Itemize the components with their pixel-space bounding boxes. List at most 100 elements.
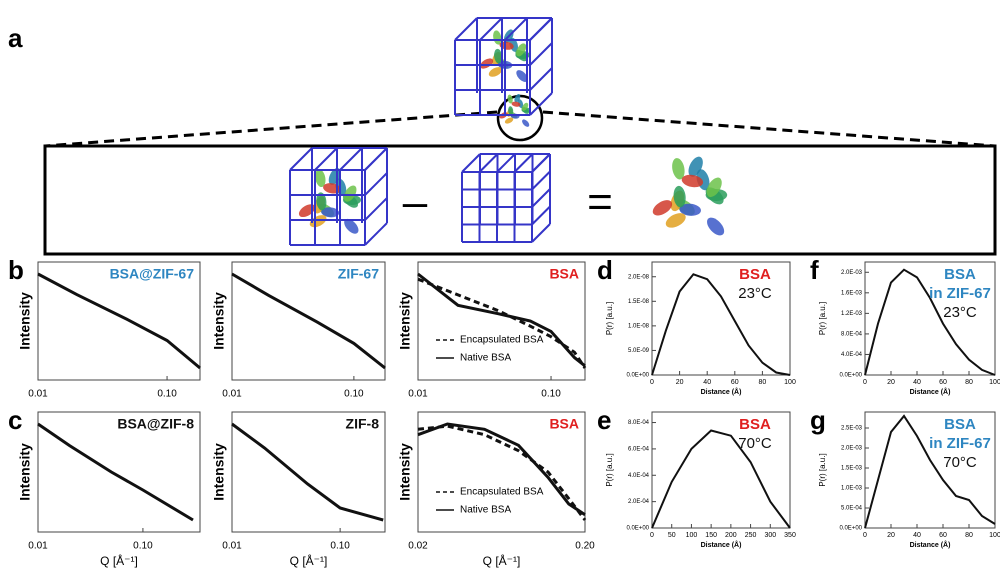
protein-blob bbox=[316, 192, 327, 211]
y-tick-label: 8.0E-04 bbox=[628, 420, 650, 426]
x-tick-label: 100 bbox=[989, 532, 1000, 539]
x-tick-label: 60 bbox=[939, 532, 947, 539]
plot-frame bbox=[651, 411, 791, 529]
panel-label: f bbox=[810, 255, 819, 285]
cube-line bbox=[531, 153, 551, 173]
x-tick-label: 80 bbox=[965, 532, 973, 539]
cube-line bbox=[504, 17, 528, 41]
annotation: BSA bbox=[739, 266, 771, 283]
protein-blob bbox=[665, 213, 686, 228]
x-tick-label: 100 bbox=[784, 379, 796, 386]
x-axis-label: Q [Å⁻¹] bbox=[100, 553, 138, 568]
protein-blob bbox=[681, 174, 704, 188]
plot-frame bbox=[417, 261, 586, 381]
y-tick-label: 2.0E-04 bbox=[628, 499, 650, 505]
x-tick-label: 20 bbox=[887, 379, 895, 386]
annotation: ZIF-8 bbox=[346, 416, 380, 432]
protein-blob bbox=[344, 218, 359, 234]
protein-blob bbox=[672, 158, 685, 180]
x-tick-label: 0.10 bbox=[157, 389, 177, 400]
protein-blob bbox=[706, 177, 722, 198]
cube-line bbox=[496, 153, 516, 173]
y-axis-label: Intensity bbox=[397, 443, 413, 501]
cube bbox=[289, 147, 388, 246]
panel-label: g bbox=[810, 405, 826, 435]
plot-frame bbox=[651, 261, 791, 376]
protein-blob bbox=[321, 207, 340, 218]
protein-blob bbox=[516, 70, 528, 82]
y-tick-label: 1.5E-03 bbox=[841, 466, 863, 472]
y-tick-label: 1.5E-08 bbox=[628, 299, 650, 305]
data-line bbox=[417, 277, 587, 369]
panel-label: c bbox=[8, 405, 22, 435]
x-tick-label: 350 bbox=[784, 532, 796, 539]
cube-line bbox=[364, 197, 388, 221]
y-axis-label: P(r) [a.u.] bbox=[818, 302, 827, 335]
legend-label: Encapsulated BSA bbox=[460, 487, 544, 498]
protein-blob bbox=[504, 117, 514, 124]
y-tick-label: 1.0E-03 bbox=[841, 486, 863, 492]
annotation: BSA bbox=[549, 416, 579, 432]
y-axis-label: Intensity bbox=[17, 292, 33, 350]
cube-line bbox=[364, 222, 388, 246]
panel-label: b bbox=[8, 255, 24, 285]
zoom-line bbox=[542, 110, 996, 148]
protein-blob bbox=[522, 119, 530, 127]
x-tick-label: 100 bbox=[686, 532, 698, 539]
protein-blob bbox=[707, 217, 725, 236]
cube bbox=[461, 153, 551, 243]
protein-blob bbox=[516, 43, 527, 57]
operator: – bbox=[403, 178, 428, 227]
annotation: BSA bbox=[944, 416, 976, 433]
cube-line bbox=[364, 172, 388, 196]
data-line bbox=[231, 422, 384, 522]
y-tick-label: 0.0E+00 bbox=[839, 373, 862, 379]
x-axis-label: Distance (Å) bbox=[910, 540, 951, 549]
cube-line bbox=[531, 170, 551, 191]
annotation: BSA@ZIF-67 bbox=[110, 266, 195, 282]
annotation: in ZIF-67 bbox=[929, 435, 991, 452]
x-tick-label: 0 bbox=[650, 379, 654, 386]
x-tick-label: 0.10 bbox=[541, 389, 561, 400]
cube-line bbox=[531, 188, 551, 208]
panel-label: a bbox=[8, 23, 23, 53]
x-tick-label: 20 bbox=[887, 532, 895, 539]
operator: = bbox=[587, 178, 613, 227]
x-tick-label: 0 bbox=[863, 379, 867, 386]
y-axis-label: Intensity bbox=[397, 292, 413, 350]
data-line bbox=[651, 273, 791, 376]
x-axis-label: Distance (Å) bbox=[701, 540, 742, 549]
protein-blob bbox=[309, 215, 327, 228]
cube-line bbox=[454, 17, 478, 41]
y-tick-label: 8.0E-04 bbox=[841, 331, 863, 337]
legend-label: Encapsulated BSA bbox=[460, 335, 544, 346]
protein-blob bbox=[673, 185, 686, 208]
y-tick-label: 0.0E+00 bbox=[839, 526, 862, 532]
cube-line bbox=[529, 17, 553, 41]
legend-label: Native BSA bbox=[460, 505, 511, 516]
cube-line bbox=[461, 153, 481, 173]
y-tick-label: 2.0E-08 bbox=[628, 274, 650, 280]
x-tick-label: 0.10 bbox=[344, 389, 364, 400]
y-axis-label: P(r) [a.u.] bbox=[605, 302, 614, 335]
data-line bbox=[231, 272, 386, 370]
y-tick-label: 2.0E-03 bbox=[841, 270, 863, 276]
cube-line bbox=[529, 67, 553, 91]
x-tick-label: 60 bbox=[939, 379, 947, 386]
annotation: 70°C bbox=[943, 454, 977, 471]
x-tick-label: 250 bbox=[745, 532, 757, 539]
annotation: BSA bbox=[944, 266, 976, 283]
x-tick-label: 40 bbox=[913, 532, 921, 539]
x-tick-label: 200 bbox=[725, 532, 737, 539]
x-tick-label: 80 bbox=[759, 379, 767, 386]
plot-frame bbox=[231, 411, 386, 533]
y-tick-label: 1.2E-03 bbox=[841, 311, 863, 317]
panel-label: d bbox=[597, 255, 613, 285]
y-tick-label: 6.0E-04 bbox=[628, 446, 650, 452]
cube-line bbox=[513, 153, 534, 173]
protein-blob bbox=[688, 156, 703, 177]
plot-frame bbox=[864, 411, 996, 529]
y-tick-label: 4.0E-04 bbox=[628, 473, 650, 479]
x-tick-label: 20 bbox=[676, 379, 684, 386]
